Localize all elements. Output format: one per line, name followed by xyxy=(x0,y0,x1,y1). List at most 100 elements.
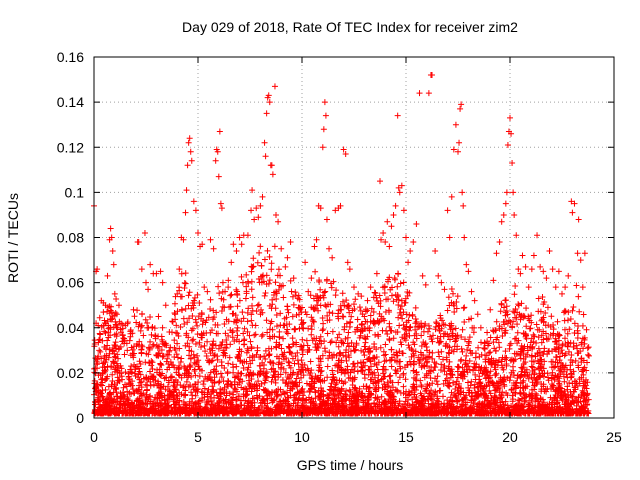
data-point xyxy=(276,282,283,289)
data-point xyxy=(545,335,552,342)
data-point xyxy=(318,387,325,394)
data-point xyxy=(259,309,266,316)
data-point xyxy=(522,263,529,270)
data-point xyxy=(287,277,294,284)
data-point xyxy=(386,392,393,399)
data-point xyxy=(125,373,132,380)
data-point xyxy=(320,320,327,327)
data-point xyxy=(202,348,209,355)
data-point xyxy=(317,205,324,212)
data-point xyxy=(338,397,345,404)
data-point xyxy=(502,200,509,207)
data-point xyxy=(188,157,195,164)
data-point xyxy=(240,364,247,371)
data-point xyxy=(248,286,255,293)
data-point xyxy=(529,344,536,351)
data-point xyxy=(218,374,225,381)
data-point xyxy=(118,365,125,372)
data-point xyxy=(240,330,247,337)
data-point xyxy=(203,317,210,324)
data-point xyxy=(450,379,457,386)
data-point xyxy=(229,327,236,334)
data-point xyxy=(207,236,214,243)
data-point xyxy=(417,390,424,397)
data-point xyxy=(245,347,252,354)
data-point xyxy=(248,388,255,395)
data-point xyxy=(138,266,145,273)
data-point xyxy=(260,278,267,285)
data-point xyxy=(427,375,434,382)
data-point xyxy=(418,382,425,389)
data-point xyxy=(135,323,142,330)
data-point xyxy=(448,389,455,396)
data-point xyxy=(359,311,366,318)
data-point xyxy=(111,290,118,297)
data-point xyxy=(540,383,547,390)
data-point xyxy=(209,341,216,348)
data-point xyxy=(249,264,256,271)
data-point xyxy=(427,333,434,340)
data-point xyxy=(116,401,123,408)
data-point xyxy=(226,404,233,411)
data-point xyxy=(96,347,103,354)
data-point xyxy=(211,314,218,321)
data-point xyxy=(266,253,273,260)
data-point xyxy=(405,259,412,266)
data-point xyxy=(440,356,447,363)
data-point xyxy=(194,359,201,366)
data-point xyxy=(413,318,420,325)
data-point xyxy=(125,380,132,387)
data-point xyxy=(376,310,383,317)
data-point xyxy=(262,356,269,363)
data-point xyxy=(374,317,381,324)
data-point xyxy=(284,254,291,261)
data-point xyxy=(558,347,565,354)
data-point xyxy=(136,368,143,375)
data-point xyxy=(122,404,129,411)
data-point xyxy=(213,363,220,370)
data-point xyxy=(540,268,547,275)
data-point xyxy=(147,261,154,268)
data-point xyxy=(561,317,568,324)
data-point xyxy=(200,381,207,388)
data-point xyxy=(584,359,591,366)
data-point xyxy=(381,352,388,359)
data-point xyxy=(402,326,409,333)
data-point xyxy=(190,325,197,332)
data-point xyxy=(346,266,353,273)
data-point xyxy=(498,300,505,307)
data-point xyxy=(382,239,389,246)
data-point xyxy=(101,344,108,351)
data-point xyxy=(102,359,109,366)
data-point xyxy=(565,348,572,355)
data-point xyxy=(440,403,447,410)
data-point xyxy=(268,162,275,169)
data-point xyxy=(348,339,355,346)
data-point xyxy=(213,330,220,337)
data-point xyxy=(567,388,574,395)
data-point xyxy=(289,313,296,320)
data-point xyxy=(272,343,279,350)
data-point xyxy=(168,361,175,368)
data-point xyxy=(517,270,524,277)
data-point xyxy=(214,148,221,155)
data-point xyxy=(503,390,510,397)
data-point xyxy=(253,205,260,212)
data-point xyxy=(533,379,540,386)
data-point xyxy=(467,347,474,354)
data-point xyxy=(358,363,365,370)
data-point xyxy=(465,316,472,323)
data-point xyxy=(319,144,326,151)
data-point xyxy=(225,277,232,284)
data-point xyxy=(285,343,292,350)
data-point xyxy=(140,332,147,339)
data-point xyxy=(228,401,235,408)
data-point xyxy=(463,392,470,399)
data-point xyxy=(262,289,269,296)
data-point xyxy=(409,387,416,394)
data-point xyxy=(422,388,429,395)
data-point xyxy=(332,292,339,299)
data-point xyxy=(233,363,240,370)
data-point xyxy=(528,312,535,319)
data-point xyxy=(381,317,388,324)
